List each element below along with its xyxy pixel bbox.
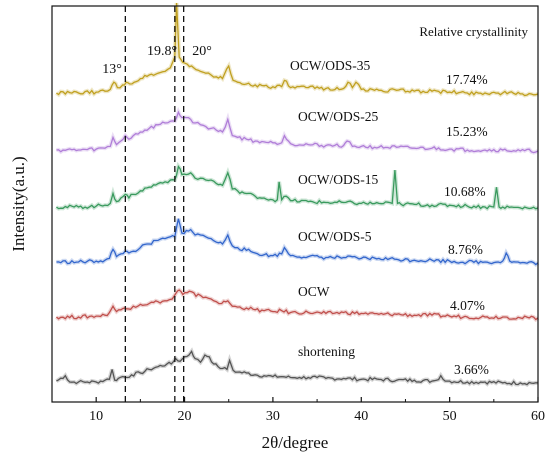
series-labels: shortening 3.66% OCW 4.07% OCW/ODS-5 8.76% OCW… xyxy=(290,58,489,377)
reference-label-2: 20° xyxy=(192,44,212,59)
crystallinity-label-5: 17.74% xyxy=(446,72,488,87)
crystallinity-label-1: 4.07% xyxy=(450,298,485,313)
legend-title: Relative crystallinity xyxy=(419,24,528,39)
crystallinity-label-4: 15.23% xyxy=(446,124,488,139)
crystallinity-label-3: 10.68% xyxy=(444,184,486,199)
series-line-5 xyxy=(56,2,539,97)
series-name-label-5: OCW/ODS-35 xyxy=(290,58,370,73)
x-axis-title: 2θ/degree xyxy=(262,433,329,452)
series-line-4 xyxy=(56,110,539,154)
series-line-0 xyxy=(56,350,539,386)
crystallinity-label-2: 8.76% xyxy=(448,242,483,257)
x-tick-label-4: 50 xyxy=(443,409,457,424)
reference-label-1: 19.8° xyxy=(147,44,177,59)
series-line-2 xyxy=(56,218,539,266)
x-tick-label-1: 20 xyxy=(178,409,192,424)
plot-frame xyxy=(51,5,539,403)
reference-label-0: 13° xyxy=(102,62,122,77)
series-name-label-0: shortening xyxy=(298,344,355,359)
series-layer xyxy=(55,2,540,387)
x-axis-ticks: 10 20 30 40 50 60 xyxy=(51,397,545,424)
x-tick-label-5: 60 xyxy=(531,409,545,424)
y-axis-title: Intensity(a.u.) xyxy=(9,156,28,251)
series-name-label-4: OCW/ODS-25 xyxy=(298,109,378,124)
series-name-label-3: OCW/ODS-15 xyxy=(298,172,378,187)
series-name-label-1: OCW xyxy=(298,284,330,299)
crystallinity-label-0: 3.66% xyxy=(454,362,489,377)
x-tick-label-3: 40 xyxy=(354,409,368,424)
series-line-1 xyxy=(55,289,539,321)
series-line-3 xyxy=(56,164,539,210)
reference-lines: 13° 19.8° 20° xyxy=(102,6,212,402)
x-tick-label-0: 10 xyxy=(89,409,103,424)
x-tick-label-2: 30 xyxy=(266,409,280,424)
series-name-label-2: OCW/ODS-5 xyxy=(298,229,372,244)
